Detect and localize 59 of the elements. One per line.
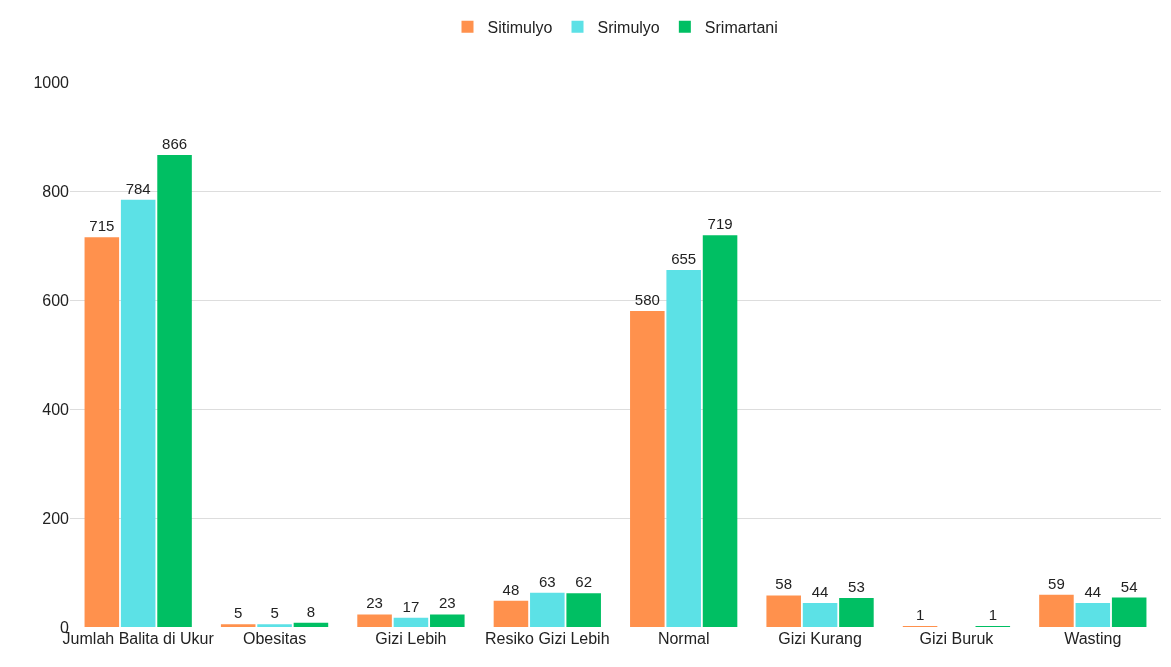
x-tick-label: Gizi Lebih [375,630,447,647]
data-label: 580 [634,290,660,308]
data-label: 48 [502,580,520,598]
y-tick-label: 200 [42,509,70,527]
bar [493,600,529,627]
data-label: 53 [848,578,865,596]
x-tick-label: Wasting [1064,630,1122,647]
data-label: 59 [1048,574,1065,592]
data-label: 5 [234,604,243,622]
bar [393,617,429,627]
bar [357,614,392,627]
x-tick-label: Normal [657,630,710,647]
data-label: 44 [811,583,829,601]
y-tick-label: 1000 [33,73,70,91]
bar [220,624,256,627]
data-label: 17 [402,597,420,615]
bar [1039,594,1074,627]
bar [702,235,738,627]
data-label: 866 [162,135,188,153]
data-label: 54 [1120,577,1138,595]
legend-label: Sitimulyo [487,18,553,36]
data-label: 655 [671,250,697,268]
bar [1075,603,1111,627]
bar [1111,597,1147,627]
bar [530,592,565,627]
x-tick-label: Gizi Kurang [778,630,862,647]
y-tick-label: 800 [42,182,70,200]
data-label: 23 [438,594,456,612]
data-label: 784 [125,179,151,197]
bar [257,624,292,627]
data-label: 8 [306,602,316,620]
data-label: 62 [575,573,593,591]
bar [120,199,156,627]
legend-label: Srimulyo [597,18,660,36]
data-label: 44 [1084,583,1102,601]
bar [630,310,665,627]
data-label: 58 [775,575,793,593]
bar [666,270,701,627]
x-tick-label: Gizi Buruk [919,630,995,647]
data-label: 715 [89,217,115,235]
data-label: 5 [270,604,279,622]
legend-label: Srimartani [704,18,778,36]
bar [157,155,192,627]
bar [766,595,801,627]
y-tick-label: 400 [42,400,70,418]
data-label: 23 [366,594,383,612]
bar [566,593,601,627]
bar [84,237,120,627]
data-label: 1 [915,606,925,623]
data-label: 1 [988,606,997,623]
data-label: 63 [538,572,556,590]
x-tick-label: Resiko Gizi Lebih [485,630,610,647]
x-tick-label: Obesitas [242,630,307,647]
data-label: 719 [707,215,733,233]
bar [839,598,874,627]
y-tick-label: 600 [42,291,70,309]
bar [802,603,838,627]
bar [430,614,465,627]
bar [293,622,329,627]
